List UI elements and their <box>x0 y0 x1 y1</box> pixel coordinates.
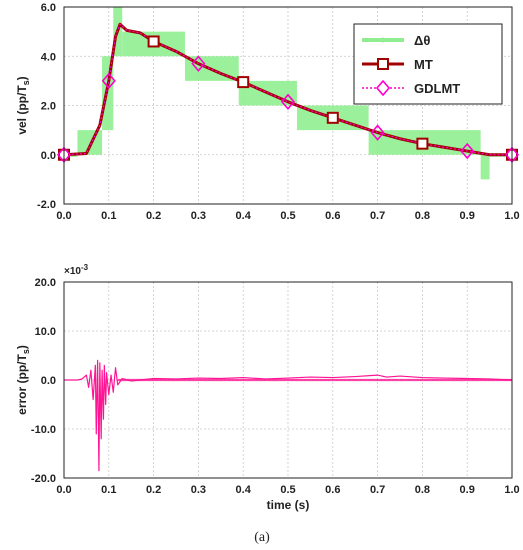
error-plot-frame <box>63 281 513 479</box>
x-tick-label: 0.5 <box>280 210 295 222</box>
mt-marker <box>326 111 339 124</box>
legend-label: GDLMT <box>414 81 460 96</box>
x-tick-label: 0.1 <box>101 484 116 496</box>
velocity-y-ticks: -2.0 0.0 2.0 4.0 6.0 <box>37 2 56 211</box>
x-tick-label: 0.3 <box>191 210 206 222</box>
y-tick-label: 10.0 <box>35 326 56 338</box>
x-tick-label: 0.9 <box>460 210 475 222</box>
x-tick-label: 0.2 <box>146 210 161 222</box>
x-tick-label: 0.7 <box>370 484 385 496</box>
gdlmt-marker <box>101 72 116 90</box>
x-tick-label: 0.0 <box>56 484 71 496</box>
x-tick-label: 0.8 <box>415 484 430 496</box>
x-tick-label: 0.4 <box>236 484 252 496</box>
delta-theta-band <box>64 7 512 180</box>
legend-gdlmt-marker <box>375 79 391 97</box>
error-x-label: time (s) <box>267 498 310 512</box>
y-tick-label: -10.0 <box>31 424 56 436</box>
delta-theta-band-segment <box>77 130 103 155</box>
y-tick-label: -2.0 <box>37 199 56 211</box>
error-y-ticks: -20.0 -10.0 0.0 10.0 20.0 <box>31 277 56 485</box>
gdlmt-marker <box>370 124 385 141</box>
mt-marker <box>147 35 160 48</box>
legend-label: MT <box>414 57 433 72</box>
x-tick-label: 0.6 <box>325 484 340 496</box>
x-tick-label: 0.4 <box>236 210 252 222</box>
gdlmt-marker <box>280 93 296 111</box>
figure-caption: (a) <box>254 530 270 545</box>
x-tick-label: 0.6 <box>325 210 340 222</box>
velocity-chart: 0.0 0.1 0.2 0.3 0.4 0.5 0.6 0.7 0.8 0.9 1.0 -2.00.… <box>15 2 520 222</box>
y-tick-label: 6.0 <box>41 2 56 14</box>
x-tick-label: 0.8 <box>415 210 430 222</box>
error-lines <box>64 359 513 472</box>
legend-delta-theta-dot <box>380 37 386 43</box>
y-tick-label: 4.0 <box>41 51 56 63</box>
x-tick-label: 0.5 <box>280 484 295 496</box>
x-tick-label: 0.9 <box>460 484 475 496</box>
y-tick-label: 20.0 <box>35 277 56 289</box>
error-exponent-label: ×10-3 <box>64 263 89 277</box>
mt-marker <box>416 137 429 150</box>
gdlmt-marker <box>460 142 475 160</box>
y-tick-label: 0.0 <box>41 150 56 162</box>
y-tick-label: -20.0 <box>31 473 56 485</box>
x-tick-label: 1.0 <box>504 484 519 496</box>
x-tick-label: 0.3 <box>191 484 206 496</box>
gdlmt-marker <box>191 55 206 72</box>
x-tick-label: 1.0 <box>504 210 519 222</box>
x-tick-label: 0.0 <box>56 210 71 222</box>
y-tick-label: 2.0 <box>41 101 56 113</box>
error-x-ticks: 0.0 0.1 0.2 0.3 0.4 0.5 0.6 0.7 0.8 0.9 1.0 <box>56 484 519 496</box>
x-tick-label: 0.2 <box>146 484 161 496</box>
velocity-x-ticks: 0.0 0.1 0.2 0.3 0.4 0.5 0.6 0.7 0.8 0.9 1.0 <box>56 210 519 222</box>
velocity-legend: Δθ MT GDLMT <box>353 23 503 105</box>
error-y-label: error (pp/Ts) <box>15 345 31 415</box>
error-series-line <box>64 359 513 472</box>
y-tick-label: 0.0 <box>41 375 56 387</box>
error-chart: 0.0 0.1 0.2 0.3 0.4 0.5 0.6 0.7 0.8 0.9 1.0 -20.0-… <box>15 263 520 512</box>
legend-label: Δθ <box>414 33 430 48</box>
x-tick-label: 0.1 <box>101 210 116 222</box>
velocity-plot-frame <box>63 6 513 205</box>
mt-marker <box>237 76 250 89</box>
x-tick-label: 0.7 <box>370 210 385 222</box>
legend-mt-marker <box>377 58 389 70</box>
velocity-y-label: vel (pp/Ts) <box>15 76 31 134</box>
delta-theta-band-segment <box>480 154 490 180</box>
